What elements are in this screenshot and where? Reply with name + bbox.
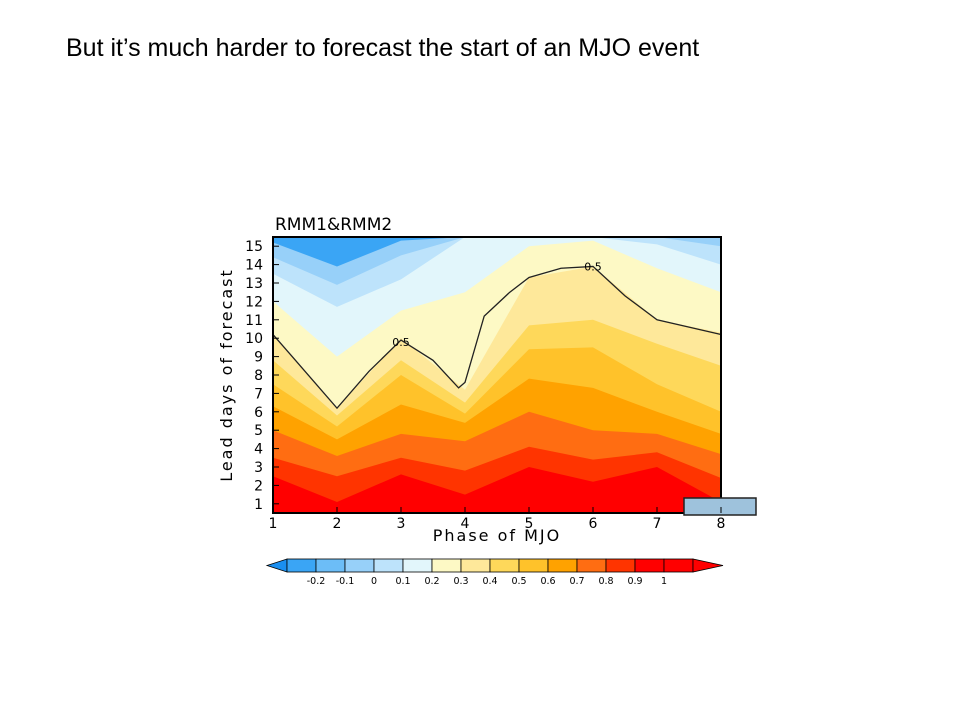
- colorbar-tick-label: 0.9: [627, 576, 642, 587]
- colorbar-cell: [286, 558, 317, 573]
- x-tick-label: 4: [461, 516, 470, 532]
- y-tick-label: 10: [245, 331, 263, 347]
- colorbar-max-arrow: [692, 558, 724, 573]
- contour-fills: [273, 237, 721, 513]
- colorbar-cell: [518, 558, 549, 573]
- contour-line-0-5: [272, 265, 722, 410]
- colorbar-cell: [344, 558, 375, 573]
- contour-line-group: 0.5 0.5: [272, 260, 722, 410]
- colorbar-cell: [605, 558, 636, 573]
- y-tick-label: 4: [254, 442, 263, 458]
- y-tick-label: 13: [245, 276, 263, 292]
- colorbar-tick-label: 0: [371, 576, 377, 587]
- highlight-box: [683, 497, 757, 516]
- y-tick-label: 12: [245, 294, 263, 310]
- colorbar-cell: [431, 558, 462, 573]
- colorbar-tick-label: 0.1: [395, 576, 410, 587]
- y-tick-label: 5: [254, 423, 263, 439]
- y-tick-label: 14: [245, 258, 263, 274]
- slide-title: But it’s much harder to forecast the sta…: [66, 34, 700, 62]
- contour-label: 0.5: [392, 336, 410, 349]
- colorbar-tick-label: -0.2: [307, 576, 326, 587]
- chart-title: RMM1&RMM2: [275, 215, 392, 235]
- colorbar-tick-label: 0.4: [482, 576, 497, 587]
- x-tick-label: 1: [269, 516, 278, 532]
- y-tick-label: 2: [254, 478, 263, 494]
- colorbar-cell: [634, 558, 665, 573]
- x-axis-ticks: 1 2 3 4 5 6 7 8: [269, 507, 726, 532]
- colorbar: -0.2 -0.1 0 0.1 0.2 0.3 0.4 0.5 0.6 0.7 0.8 0.9 1: [265, 558, 724, 587]
- colorbar-cell: [402, 558, 433, 573]
- x-tick-label: 3: [397, 516, 406, 532]
- colorbar-tick-label: 0.3: [453, 576, 468, 587]
- colorbar-tick-label: 1: [661, 576, 667, 587]
- contour-fill-0.9: [273, 467, 721, 513]
- colorbar-tick-label: 0.6: [540, 576, 555, 587]
- colorbar-cell: [576, 558, 607, 573]
- x-tick-label: 5: [525, 516, 534, 532]
- x-tick-label: 6: [589, 516, 598, 532]
- y-tick-label: 6: [254, 405, 263, 421]
- y-tick-label: 11: [245, 313, 263, 329]
- y-tick-label: 8: [254, 368, 263, 384]
- colorbar-tick-label: -0.1: [336, 576, 355, 587]
- x-tick-label: 8: [717, 516, 726, 532]
- colorbar-cell: [489, 558, 520, 573]
- colorbar-cell: [663, 558, 694, 573]
- colorbar-tick-label: 0.2: [424, 576, 439, 587]
- colorbar-cell: [315, 558, 346, 573]
- x-tick-label: 7: [653, 516, 662, 532]
- contour-label: 0.5: [584, 260, 602, 273]
- colorbar-cell: [460, 558, 491, 573]
- y-tick-label: 1: [254, 497, 263, 513]
- colorbar-tick-label: 0.5: [511, 576, 526, 587]
- x-tick-label: 2: [333, 516, 342, 532]
- colorbar-tick-label: 0.8: [598, 576, 613, 587]
- y-tick-label: 7: [254, 386, 263, 402]
- y-axis-label: Lead days of forecast: [217, 268, 236, 482]
- colorbar-min-arrow: [265, 558, 288, 573]
- colorbar-cell: [547, 558, 578, 573]
- x-axis-label: Phase of MJO: [433, 526, 561, 545]
- y-tick-label: 15: [245, 239, 263, 255]
- y-tick-label: 3: [254, 460, 263, 476]
- colorbar-tick-label: 0.7: [569, 576, 584, 587]
- colorbar-cell: [373, 558, 404, 573]
- y-tick-label: 9: [254, 350, 263, 366]
